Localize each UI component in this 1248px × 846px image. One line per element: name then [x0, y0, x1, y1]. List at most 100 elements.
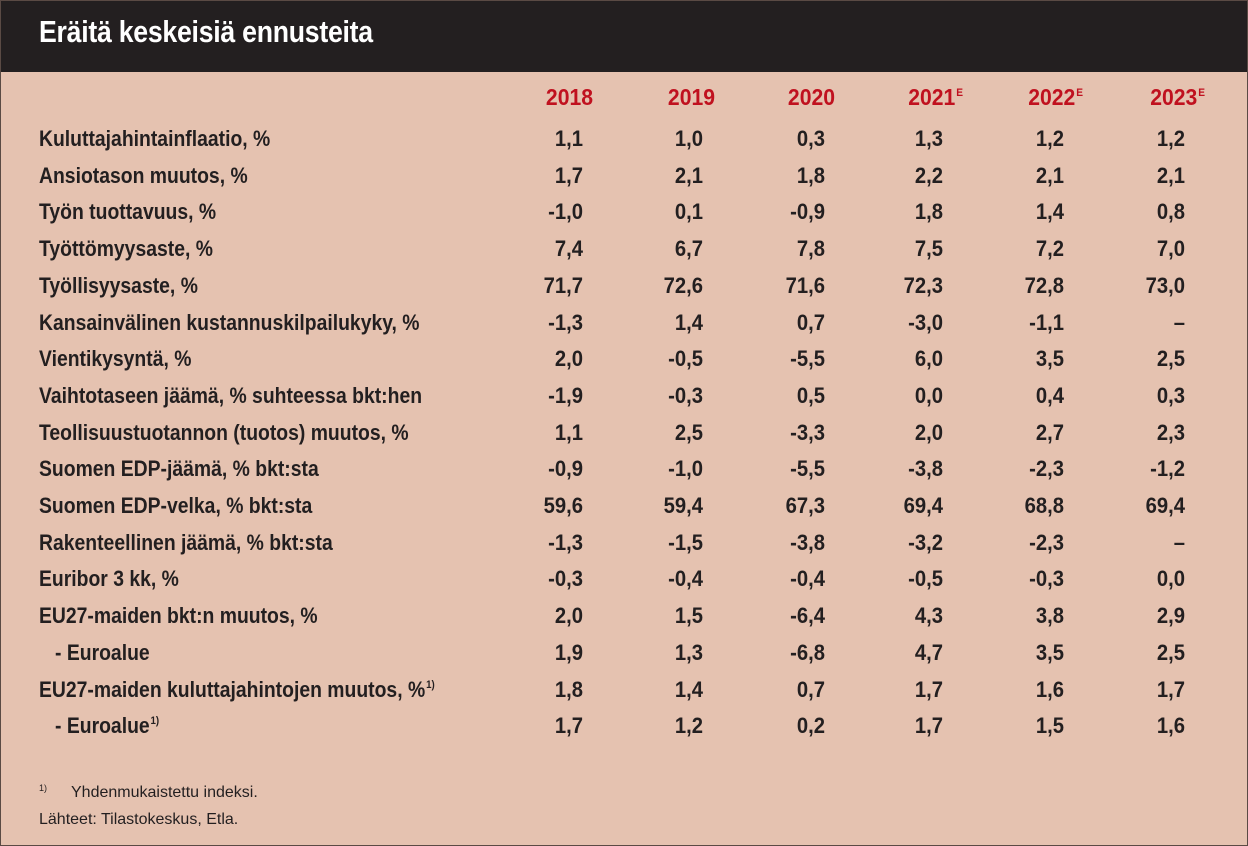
row-label: Suomen EDP-jäämä, % bkt:sta — [39, 456, 319, 482]
row-label: - Euroalue — [55, 640, 150, 666]
value-cell: 2,1 — [1156, 163, 1185, 188]
row-label-text: Teollisuustuotannon (tuotos) muutos, % — [39, 420, 409, 445]
year-label: 2018 — [545, 84, 593, 110]
row-label-text: Ansiotason muutos, % — [39, 163, 248, 188]
value-cell: -0,4 — [790, 566, 825, 591]
value-cell: -0,4 — [668, 566, 703, 591]
value-cell: 2,7 — [1035, 420, 1064, 445]
value-cell: 2,0 — [554, 603, 583, 628]
value-cell: -5,5 — [790, 346, 825, 371]
value-cell: 72,8 — [1024, 273, 1064, 298]
value-cell: 0,5 — [796, 383, 825, 408]
value-cell: 1,5 — [1035, 713, 1064, 738]
row-label: Suomen EDP-velka, % bkt:sta — [39, 493, 312, 519]
row-label-text: Kansainvälinen kustannuskilpailukyky, % — [39, 310, 420, 335]
value-cell: 1,4 — [1035, 199, 1064, 224]
footnote-1: 1) Yhdenmukaistettu indeksi. — [39, 783, 258, 802]
value-cell: 0,3 — [796, 126, 825, 151]
table-row: Euribor 3 kk, % -0,3 -0,4 -0,4 -0,5 -0,3 0,0 — [1, 562, 1247, 598]
row-label-text: Vientikysyntä, % — [39, 346, 192, 371]
row-label-text: EU27-maiden bkt:n muutos, % — [39, 603, 318, 628]
value-cell: 72,3 — [903, 273, 943, 298]
value-cell: 1,3 — [674, 640, 703, 665]
value-cell: 2,1 — [674, 163, 703, 188]
value-cell: -1,0 — [548, 199, 583, 224]
value-cell: 71,6 — [785, 273, 825, 298]
row-label: Työllisyysaste, % — [39, 273, 198, 299]
value-cell: -6,8 — [790, 640, 825, 665]
value-cell: 7,4 — [554, 236, 583, 261]
row-label: Vientikysyntä, % — [39, 346, 191, 372]
value-cell: 0,0 — [1156, 566, 1185, 591]
footnote-text: Yhdenmukaistettu indeksi. — [71, 784, 258, 801]
value-cell: 1,1 — [554, 420, 583, 445]
value-cell: 71,7 — [543, 273, 583, 298]
value-cell: -3,8 — [790, 530, 825, 555]
row-label-text: Työn tuottavuus, % — [39, 199, 217, 224]
value-cell: 1,0 — [674, 126, 703, 151]
value-cell: 7,0 — [1156, 236, 1185, 261]
value-cell: 2,1 — [1035, 163, 1064, 188]
table-row: Rakenteellinen jäämä, % bkt:sta -1,3 -1,5 -… — [1, 526, 1247, 562]
value-cell: 2,5 — [1156, 640, 1185, 665]
value-cell: 59,4 — [663, 493, 703, 518]
value-cell: 73,0 — [1145, 273, 1185, 298]
row-label: Kuluttajahintainflaatio, % — [39, 126, 270, 152]
value-cell: 1,6 — [1035, 677, 1064, 702]
value-cell: 1,7 — [914, 677, 943, 702]
footnote-mark: 1) — [39, 783, 48, 793]
table-row: EU27-maiden kuluttajahintojen muutos, %1… — [1, 673, 1247, 709]
row-label: EU27-maiden kuluttajahintojen muutos, %1… — [39, 677, 435, 703]
table-row: Työllisyysaste, % 71,7 72,6 71,6 72,3 72,8 73,… — [1, 269, 1247, 305]
table-row: - Euroalue1) 1,7 1,2 0,2 1,7 1,5 1,6 — [1, 709, 1247, 745]
value-cell: -1,5 — [668, 530, 703, 555]
year-header-1: 2019 — [605, 84, 715, 111]
value-cell: 1,8 — [796, 163, 825, 188]
value-cell: 3,8 — [1035, 603, 1064, 628]
value-cell: 1,2 — [674, 713, 703, 738]
value-cell: -6,4 — [790, 603, 825, 628]
value-cell: 72,6 — [663, 273, 703, 298]
value-cell: 68,8 — [1024, 493, 1064, 518]
table-row: Suomen EDP-jäämä, % bkt:sta -0,9 -1,0 -5,5 -… — [1, 452, 1247, 488]
value-cell: 1,1 — [554, 126, 583, 151]
value-cell: 3,5 — [1035, 346, 1064, 371]
value-cell: 0,8 — [1156, 199, 1185, 224]
value-cell: 69,4 — [1145, 493, 1185, 518]
value-cell: 0,4 — [1035, 383, 1064, 408]
value-cell: -1,9 — [548, 383, 583, 408]
year-header-0: 2018 — [483, 84, 593, 111]
value-cell: 1,2 — [1156, 126, 1185, 151]
row-label: Vaihtotaseen jäämä, % suhteessa bkt:hen — [39, 383, 422, 409]
value-cell: -0,9 — [790, 199, 825, 224]
table-row: Kuluttajahintainflaatio, % 1,1 1,0 0,3 1,3 1,… — [1, 122, 1247, 158]
value-cell: 1,3 — [914, 126, 943, 151]
value-cell: – — [1173, 310, 1185, 335]
row-label-text: Työttömyysaste, % — [39, 236, 213, 261]
row-label: Työttömyysaste, % — [39, 236, 213, 262]
row-label: - Euroalue1) — [55, 713, 159, 739]
year-header-row: 2018 2019 2020 2021E 2022E 2023E — [1, 84, 1247, 114]
value-cell: 67,3 — [785, 493, 825, 518]
year-label: 2019 — [667, 84, 715, 110]
value-cell: 1,7 — [554, 163, 583, 188]
value-cell: 1,5 — [674, 603, 703, 628]
year-header-5: 2023E — [1095, 84, 1205, 111]
value-cell: 6,7 — [674, 236, 703, 261]
source-note: Lähteet: Tilastokeskus, Etla. — [39, 811, 239, 828]
year-header-2: 2020 — [725, 84, 835, 111]
row-label-text: - Euroalue — [55, 713, 150, 738]
year-label: 2023 — [1150, 84, 1198, 110]
table-row: Vaihtotaseen jäämä, % suhteessa bkt:hen -… — [1, 379, 1247, 415]
footnote-ref: 1) — [426, 679, 435, 691]
table-row: Työttömyysaste, % 7,4 6,7 7,8 7,5 7,2 7,0 — [1, 232, 1247, 268]
value-cell: -0,3 — [668, 383, 703, 408]
value-cell: -0,9 — [548, 456, 583, 481]
value-cell: 0,1 — [674, 199, 703, 224]
row-label: Ansiotason muutos, % — [39, 163, 248, 189]
value-cell: 0,0 — [914, 383, 943, 408]
value-cell: 2,5 — [1156, 346, 1185, 371]
estimate-mark: E — [956, 87, 963, 99]
value-cell: 1,8 — [914, 199, 943, 224]
value-cell: 1,7 — [1156, 677, 1185, 702]
